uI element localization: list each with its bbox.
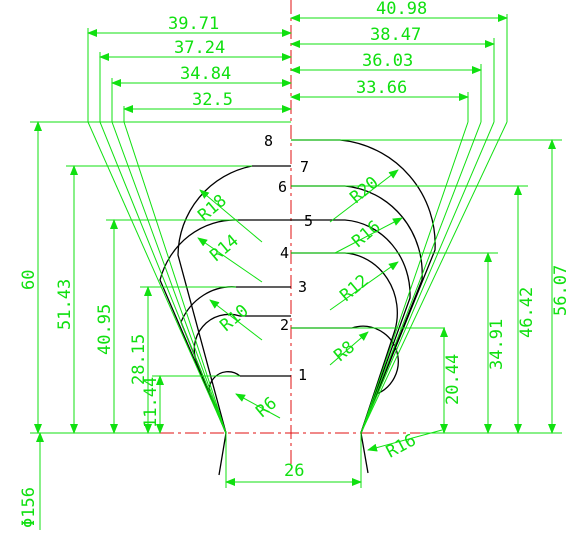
horizontal-dimension-lines	[87, 14, 508, 486]
profile-curves	[159, 139, 436, 476]
radius-r6: R6	[252, 393, 281, 421]
dim-left-60: 60	[19, 270, 39, 290]
dim-left-51-43: 51.43	[55, 279, 75, 330]
radius-leaders	[197, 169, 443, 452]
dim-right-46-42: 46.42	[517, 287, 537, 338]
step-label-1: 1	[298, 366, 307, 384]
radius-r12: R12	[336, 271, 372, 306]
dim-bottom-26: 26	[284, 461, 304, 481]
radius-r16: R16	[348, 217, 384, 252]
step-label-2: 2	[280, 316, 289, 334]
dim-left-40-95: 40.95	[95, 304, 115, 355]
step-label-3: 3	[298, 278, 307, 296]
vertical-dim-texts: 60 51.43 40.95 28.15 11.44 56.07 46.42 3…	[19, 265, 571, 528]
dim-left-34-84: 34.84	[180, 64, 231, 84]
radius-r14: R14	[206, 231, 242, 266]
step-label-4: 4	[280, 244, 289, 262]
dim-right-20-44: 20.44	[443, 354, 463, 405]
step-label-6: 6	[278, 178, 287, 196]
dim-right-38-47: 38.47	[370, 25, 421, 45]
vertical-dimension-lines	[34, 121, 556, 448]
dim-left-32-5: 32.5	[192, 90, 233, 110]
diameter-label: Φ156	[19, 487, 39, 528]
extension-lines	[30, 14, 562, 530]
dim-left-28-15: 28.15	[129, 334, 149, 385]
radius-r10: R10	[216, 301, 252, 336]
step-labels: 1 2 3 4 5 6 7 8	[264, 132, 313, 384]
dim-left-11-44: 11.44	[141, 377, 161, 428]
radius-r16-bottom: R16	[383, 430, 420, 462]
dim-right-33-66: 33.66	[356, 78, 407, 98]
dim-right-36-03: 36.03	[362, 51, 413, 71]
radius-r20: R20	[346, 173, 382, 208]
step-label-5: 5	[304, 212, 313, 230]
dim-left-37-24: 37.24	[174, 38, 225, 58]
dim-right-56-07: 56.07	[551, 265, 571, 316]
step-label-8: 8	[264, 132, 273, 150]
center-lines	[160, 0, 420, 470]
dim-right-34-91: 34.91	[487, 319, 507, 370]
dim-right-40-98: 40.98	[376, 0, 427, 19]
dim-left-39-71: 39.71	[168, 14, 219, 34]
step-label-7: 7	[300, 158, 309, 176]
horizontal-dim-texts: 39.71 37.24 34.84 32.5 40.98 38.47 36.03…	[168, 0, 427, 481]
